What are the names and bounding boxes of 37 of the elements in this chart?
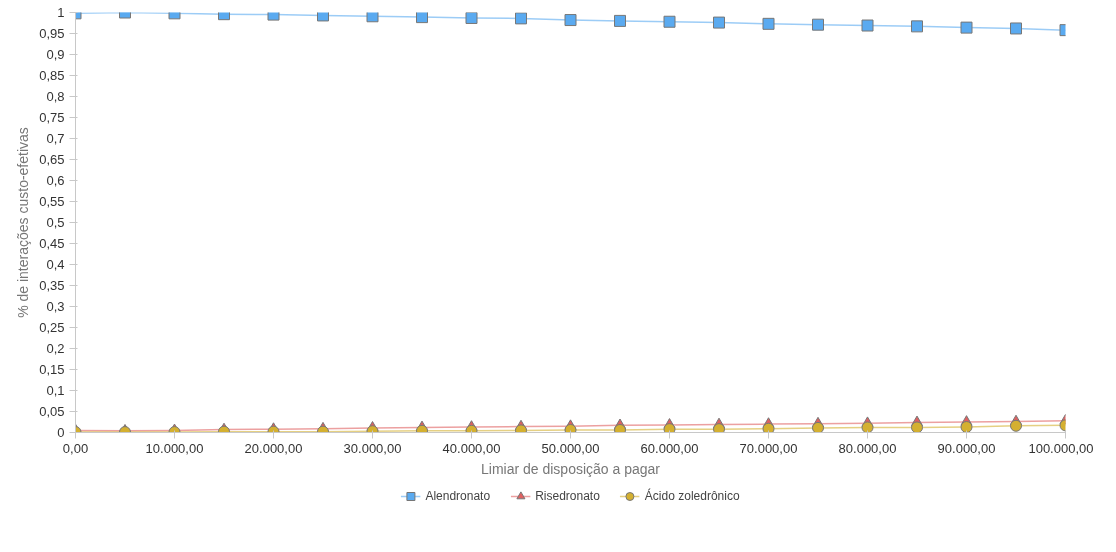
y-tick-label: 0,35 bbox=[39, 278, 65, 293]
legend-label: Ácido zoledrônico bbox=[644, 489, 740, 503]
y-tick-label: 0,15 bbox=[39, 362, 65, 377]
x-tick-label: 80.000,00 bbox=[838, 440, 897, 456]
y-axis-title: % de interações custo-efetivas bbox=[15, 127, 32, 318]
y-tick-label: 0,95 bbox=[39, 26, 65, 41]
y-tick-label: 0,3 bbox=[46, 299, 65, 314]
legend-label: Risedronato bbox=[535, 489, 600, 503]
y-tick-label: 0,9 bbox=[46, 47, 65, 62]
x-tick-label: 90.000,00 bbox=[937, 440, 996, 456]
y-tick-label: 0,6 bbox=[46, 173, 65, 188]
y-tick-label: 0,65 bbox=[39, 152, 65, 167]
y-tick-label: 0,45 bbox=[39, 236, 65, 251]
y-tick-label: 1 bbox=[57, 5, 65, 20]
y-tick-label: 0,2 bbox=[46, 341, 65, 356]
y-tick-label: 0,7 bbox=[46, 131, 65, 146]
y-tick-label: 0,5 bbox=[46, 215, 65, 230]
y-tick-label: 0,75 bbox=[39, 110, 65, 125]
y-tick-label: 0,05 bbox=[39, 404, 65, 419]
x-axis-title: Limiar de disposição a pagar bbox=[481, 460, 661, 477]
x-tick-label: 20.000,00 bbox=[244, 440, 303, 456]
legend-label: Alendronato bbox=[425, 489, 491, 503]
x-tick-label: 10.000,00 bbox=[145, 440, 204, 456]
y-tick-label: 0,85 bbox=[39, 68, 65, 83]
y-tick-label: 0,1 bbox=[46, 383, 65, 398]
y-tick-label: 0,55 bbox=[39, 194, 65, 209]
x-tick-label: 0,00 bbox=[62, 440, 89, 456]
x-tick-label: 70.000,00 bbox=[739, 440, 798, 456]
y-tick-label: 0,8 bbox=[46, 89, 65, 104]
x-tick-label: 100.000,00 bbox=[1028, 440, 1094, 456]
y-tick-label: 0,25 bbox=[39, 320, 65, 335]
x-tick-label: 40.000,00 bbox=[442, 440, 501, 456]
x-tick-label: 30.000,00 bbox=[343, 440, 402, 456]
y-tick-label: 0 bbox=[57, 425, 65, 440]
x-tick-label: 60.000,00 bbox=[640, 440, 699, 456]
x-tick-label: 50.000,00 bbox=[541, 440, 600, 456]
y-tick-label: 0,4 bbox=[46, 257, 65, 272]
